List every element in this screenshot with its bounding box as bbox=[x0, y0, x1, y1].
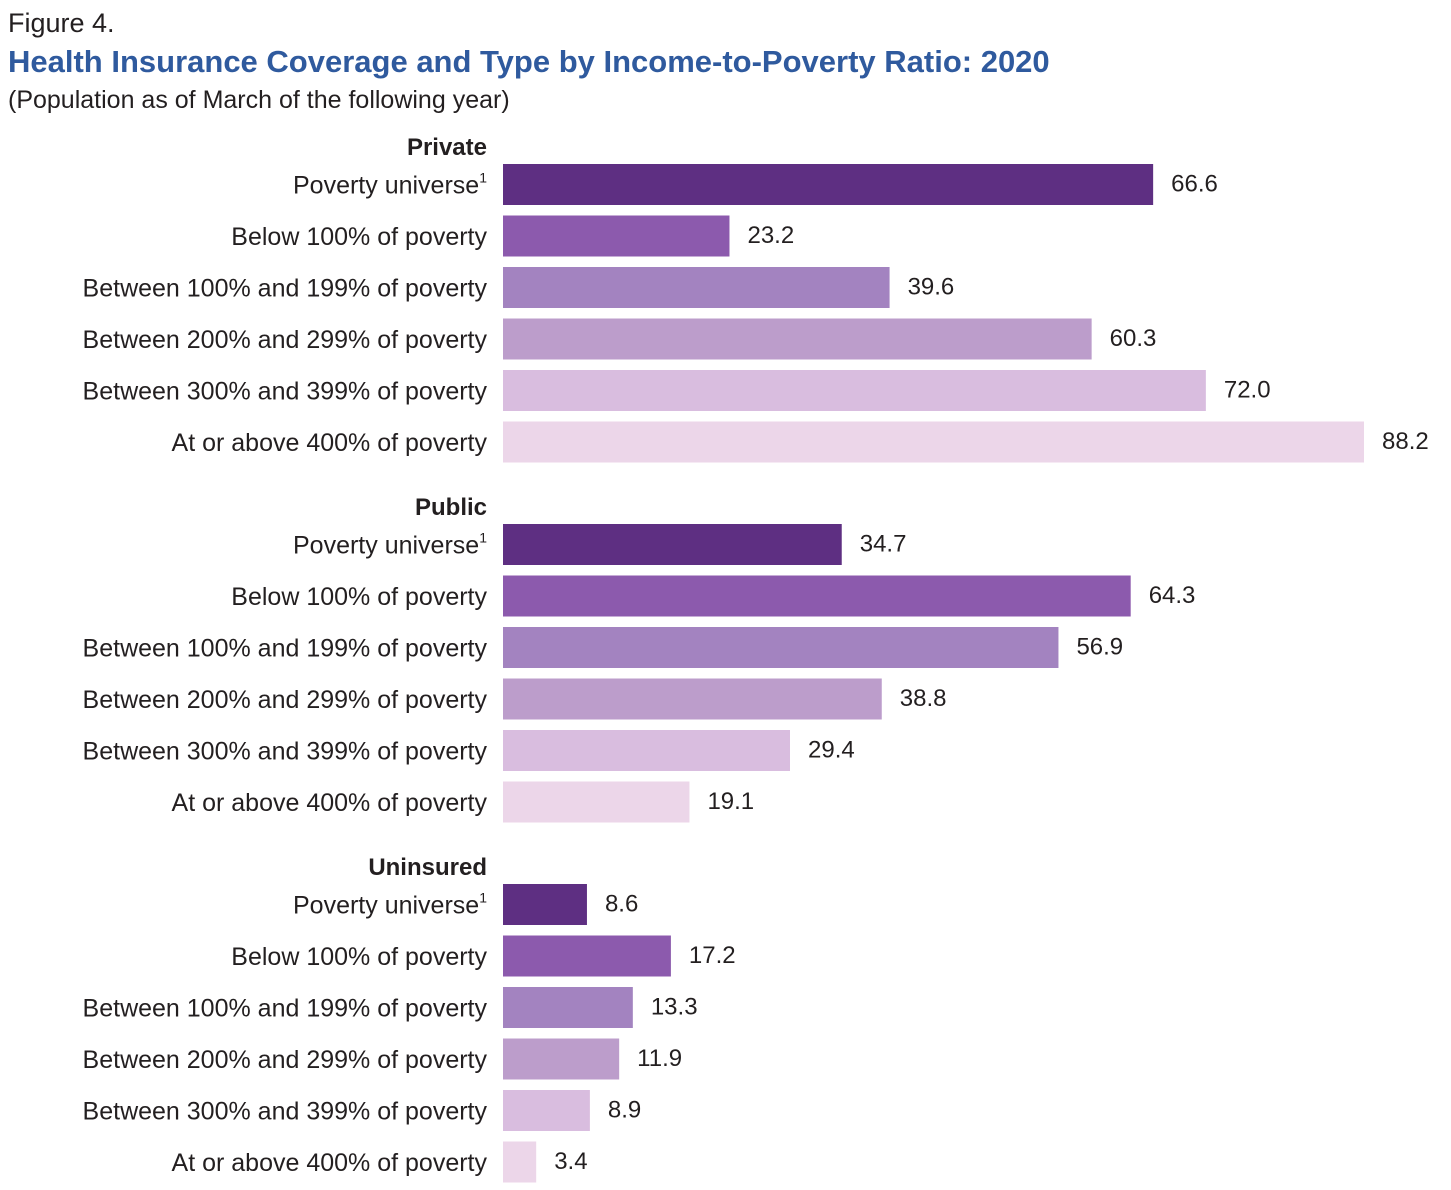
value-label-private-between-300-and-399-of-poverty: 72.0 bbox=[1224, 377, 1271, 404]
group-header-uninsured: Uninsured bbox=[368, 854, 487, 881]
value-label-private-between-100-and-199-of-poverty: 39.6 bbox=[908, 274, 955, 301]
bar-private-between-100-and-199-of-poverty bbox=[503, 267, 890, 308]
bar-uninsured-at-or-above-400-of-poverty bbox=[503, 1141, 537, 1183]
category-label-public-between-300-and-399-of-poverty: Between 300% and 399% of poverty bbox=[83, 738, 488, 766]
bar-uninsured-between-100-and-199-of-poverty bbox=[503, 987, 633, 1028]
value-label-uninsured-between-100-and-199-of-poverty: 13.3 bbox=[651, 994, 698, 1021]
bar-public-poverty-universe bbox=[503, 524, 842, 565]
group-header-private: Private bbox=[407, 134, 487, 161]
value-label-public-between-100-and-199-of-poverty: 56.9 bbox=[1076, 634, 1123, 661]
footnote-marker: 1 bbox=[479, 170, 487, 186]
category-label-public-between-200-and-299-of-poverty: Between 200% and 299% of poverty bbox=[83, 686, 488, 714]
chart-title: Health Insurance Coverage and Type by In… bbox=[8, 44, 1050, 79]
category-label-public-at-or-above-400-of-poverty: At or above 400% of poverty bbox=[172, 789, 488, 817]
category-label-private-poverty-universe: Poverty universe1 bbox=[293, 170, 487, 200]
bar-public-between-100-and-199-of-poverty bbox=[503, 627, 1059, 668]
category-label-private-between-200-and-299-of-poverty: Between 200% and 299% of poverty bbox=[83, 326, 488, 354]
bar-uninsured-between-300-and-399-of-poverty bbox=[503, 1090, 590, 1131]
bar-public-between-300-and-399-of-poverty bbox=[503, 730, 790, 771]
category-label-uninsured-below-100-of-poverty: Below 100% of poverty bbox=[231, 943, 487, 971]
bar-private-between-200-and-299-of-poverty bbox=[503, 318, 1092, 360]
value-label-uninsured-between-200-and-299-of-poverty: 11.9 bbox=[637, 1045, 682, 1072]
category-label-uninsured-at-or-above-400-of-poverty: At or above 400% of poverty bbox=[172, 1149, 488, 1177]
category-label-uninsured-between-100-and-199-of-poverty: Between 100% and 199% of poverty bbox=[83, 995, 488, 1023]
chart-subtitle: (Population as of March of the following… bbox=[8, 86, 510, 114]
value-label-public-below-100-of-poverty: 64.3 bbox=[1149, 582, 1196, 609]
value-label-uninsured-below-100-of-poverty: 17.2 bbox=[689, 942, 736, 969]
value-label-private-poverty-universe: 66.6 bbox=[1171, 171, 1218, 198]
value-label-uninsured-between-300-and-399-of-poverty: 8.9 bbox=[608, 1097, 641, 1124]
footnote-marker: 1 bbox=[479, 530, 487, 546]
bar-private-poverty-universe bbox=[503, 164, 1154, 205]
bar-public-below-100-of-poverty bbox=[503, 575, 1131, 617]
bar-public-at-or-above-400-of-poverty bbox=[503, 781, 690, 823]
value-label-public-at-or-above-400-of-poverty: 19.1 bbox=[707, 788, 754, 815]
bar-private-at-or-above-400-of-poverty bbox=[503, 421, 1364, 463]
category-label-public-poverty-universe: Poverty universe1 bbox=[293, 530, 487, 560]
footnote-marker: 1 bbox=[479, 890, 487, 906]
figure-label: Figure 4. bbox=[8, 8, 115, 38]
value-label-uninsured-poverty-universe: 8.6 bbox=[605, 891, 638, 918]
value-label-public-between-300-and-399-of-poverty: 29.4 bbox=[808, 737, 855, 764]
value-label-uninsured-at-or-above-400-of-poverty: 3.4 bbox=[554, 1148, 587, 1175]
value-label-public-poverty-universe: 34.7 bbox=[860, 531, 907, 558]
bar-private-below-100-of-poverty bbox=[503, 215, 730, 257]
value-label-private-between-200-and-299-of-poverty: 60.3 bbox=[1110, 325, 1157, 352]
category-label-uninsured-between-300-and-399-of-poverty: Between 300% and 399% of poverty bbox=[83, 1098, 488, 1126]
bar-public-between-200-and-299-of-poverty bbox=[503, 678, 882, 720]
group-header-public: Public bbox=[415, 494, 487, 521]
bar-uninsured-below-100-of-poverty bbox=[503, 935, 671, 977]
category-label-private-between-100-and-199-of-poverty: Between 100% and 199% of poverty bbox=[83, 275, 488, 303]
category-label-public-between-100-and-199-of-poverty: Between 100% and 199% of poverty bbox=[83, 635, 488, 663]
category-label-private-below-100-of-poverty: Below 100% of poverty bbox=[231, 223, 487, 251]
value-label-public-between-200-and-299-of-poverty: 38.8 bbox=[900, 685, 947, 712]
category-label-private-at-or-above-400-of-poverty: At or above 400% of poverty bbox=[172, 429, 488, 457]
bar-uninsured-between-200-and-299-of-poverty bbox=[503, 1038, 620, 1080]
value-label-private-at-or-above-400-of-poverty: 88.2 bbox=[1382, 428, 1429, 455]
category-label-public-below-100-of-poverty: Below 100% of poverty bbox=[231, 583, 487, 611]
category-label-uninsured-poverty-universe: Poverty universe1 bbox=[293, 890, 487, 920]
category-label-private-between-300-and-399-of-poverty: Between 300% and 399% of poverty bbox=[83, 378, 488, 406]
category-label-uninsured-between-200-and-299-of-poverty: Between 200% and 299% of poverty bbox=[83, 1046, 488, 1074]
bar-uninsured-poverty-universe bbox=[503, 884, 587, 925]
bar-private-between-300-and-399-of-poverty bbox=[503, 370, 1206, 411]
value-label-private-below-100-of-poverty: 23.2 bbox=[747, 222, 794, 249]
